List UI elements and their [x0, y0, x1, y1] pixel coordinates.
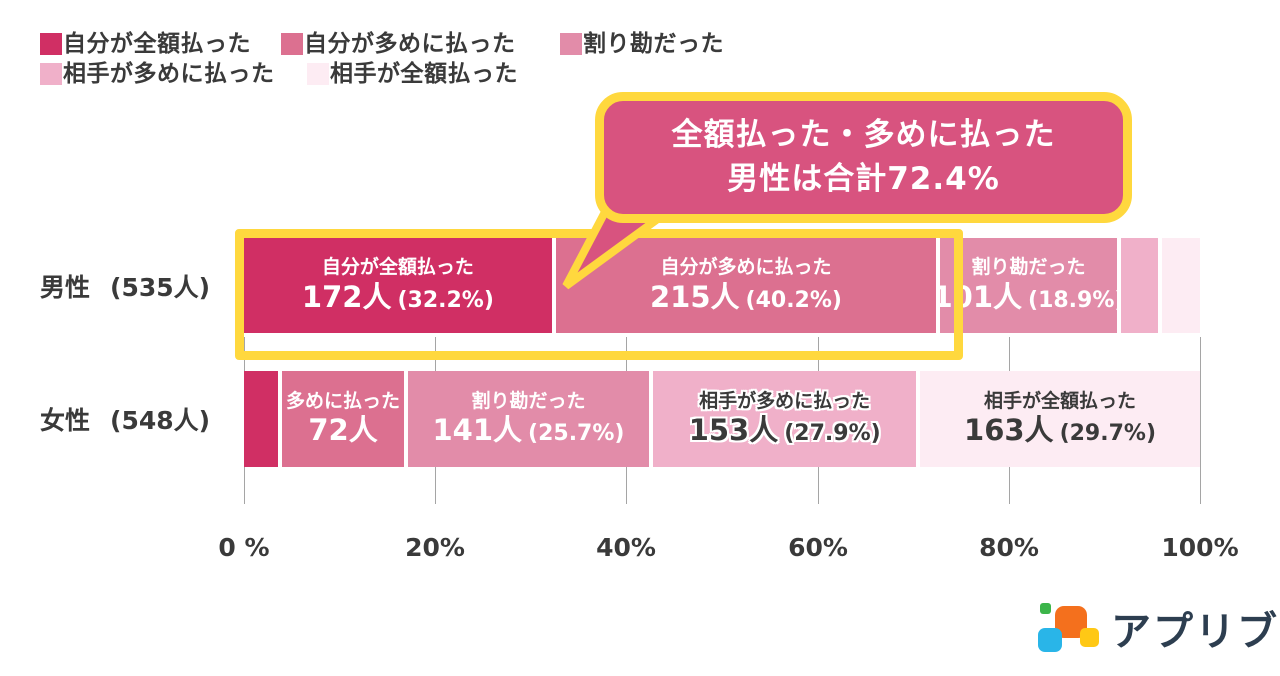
logo-square-blue-icon: [1038, 628, 1062, 652]
segment-value: 141人 (25.7%): [432, 413, 624, 448]
segment-count: 172人: [301, 279, 392, 314]
row-label: 女性 (548人): [40, 371, 210, 467]
legend-item: 相手が多めに払った: [40, 61, 275, 87]
legend-label: 割り勘だった: [583, 30, 724, 57]
segment-percent: (27.9%): [784, 421, 881, 447]
callout-line1: 全額払った・多めに払った: [671, 117, 1056, 154]
bar-segment: 多めに払った 72人: [278, 371, 404, 467]
segment-label: 自分が全額払った: [321, 256, 474, 279]
bar-segment: [1116, 238, 1158, 333]
axis-tick-label: 80%: [979, 533, 1039, 562]
legend-swatch-icon: [281, 33, 303, 55]
segment-value: 101人 (18.9%): [936, 279, 1117, 315]
axis-tick-label: 60%: [788, 533, 848, 562]
callout-line2: 男性は合計72.4%: [727, 160, 1000, 197]
segment-percent: (40.2%): [745, 287, 842, 313]
bar-segment: [244, 371, 279, 467]
segment-percent: (18.9%): [1028, 287, 1117, 313]
legend-label: 相手が全額払った: [330, 60, 518, 87]
legend-swatch-icon: [307, 63, 329, 85]
legend-item: 自分が多めに払った: [281, 31, 516, 57]
segment-label: 相手が多めに払った: [699, 389, 871, 412]
legend-swatch-icon: [40, 33, 62, 55]
segment-value: 153人 (27.9%): [689, 413, 881, 448]
bar-segment: 自分が全額払った 172人 (32.2%): [244, 238, 552, 333]
segment-value: 215人 (40.2%): [650, 280, 842, 315]
legend-item: 割り勘だった: [560, 31, 724, 57]
segment-label: 割り勘だった: [971, 256, 1086, 279]
legend-label: 自分が多めに払った: [304, 30, 516, 57]
segment-label: 自分が多めに払った: [660, 256, 832, 279]
axis-tick-label: 20%: [405, 533, 465, 562]
segment-percent: (25.7%): [528, 421, 625, 447]
gridline: [1200, 337, 1201, 504]
legend-item: 相手が全額払った: [307, 61, 518, 87]
segment-count: 215人: [649, 279, 740, 314]
brand-logo-icon: [1035, 597, 1105, 659]
segment-count: 101人: [936, 279, 1023, 314]
segment-value: 172人 (32.2%): [302, 280, 494, 315]
logo-square-yellow-icon: [1080, 628, 1099, 647]
brand-logo-text: アプリブ: [1111, 609, 1279, 655]
bar-segment: [1157, 238, 1200, 333]
segment-count: 163人: [964, 413, 1054, 448]
axis-tick-label: 0 %: [218, 533, 270, 562]
legend-swatch-icon: [560, 33, 582, 55]
stacked-bar: 多めに払った 72人 割り勘だった 141人 (25.7%) 相手が多めに払った 153人(…: [244, 371, 1200, 467]
row-category: 男性: [40, 272, 91, 302]
logo-square-green-icon: [1040, 603, 1051, 614]
segment-count: 72人: [308, 413, 378, 448]
bar-segment: 相手が全額払った 163人 (29.7%): [916, 371, 1200, 467]
row-label: 男性 (535人): [40, 238, 210, 333]
segment-label: 多めに払った: [286, 389, 401, 412]
bar-segment: 割り勘だった 101人 (18.9%): [936, 238, 1117, 333]
axis-tick-label: 100%: [1161, 533, 1239, 562]
legend-label: 自分が全額払った: [63, 30, 251, 57]
stacked-bar: 自分が全額払った 172人 (32.2%) 自分が多めに払った 215人 (40.2%) 割…: [244, 238, 1200, 333]
row-category: 女性: [40, 406, 91, 435]
segment-value: 163人 (29.7%): [964, 413, 1156, 448]
bar-segment: 割り勘だった 141人 (25.7%): [403, 371, 650, 467]
bar-segment: 自分が多めに払った 215人 (40.2%): [551, 238, 937, 333]
segment-label: 割り勘だった: [471, 389, 586, 412]
segment-count: 141人: [432, 413, 523, 448]
axis-tick-label: 40%: [596, 533, 656, 562]
bar-segment: 相手が多めに払った 153人 (27.9%): [649, 371, 917, 467]
segment-value: 72人: [308, 413, 377, 448]
legend-swatch-icon: [40, 63, 62, 85]
legend-item: 自分が全額払った: [40, 31, 251, 57]
row-total: (548人): [110, 406, 211, 435]
segment-count: 153人: [688, 413, 779, 448]
brand-logo: アプリブ: [1035, 597, 1279, 659]
row-total: (535人): [110, 272, 211, 302]
segment-label: 相手が全額払った: [984, 389, 1137, 412]
callout-bubble: 全額払った・多めに払った 男性は合計72.4%: [595, 92, 1132, 223]
segment-percent: (32.2%): [397, 287, 494, 313]
legend-label: 相手が多めに払った: [63, 60, 275, 87]
segment-percent: (29.7%): [1059, 421, 1156, 447]
